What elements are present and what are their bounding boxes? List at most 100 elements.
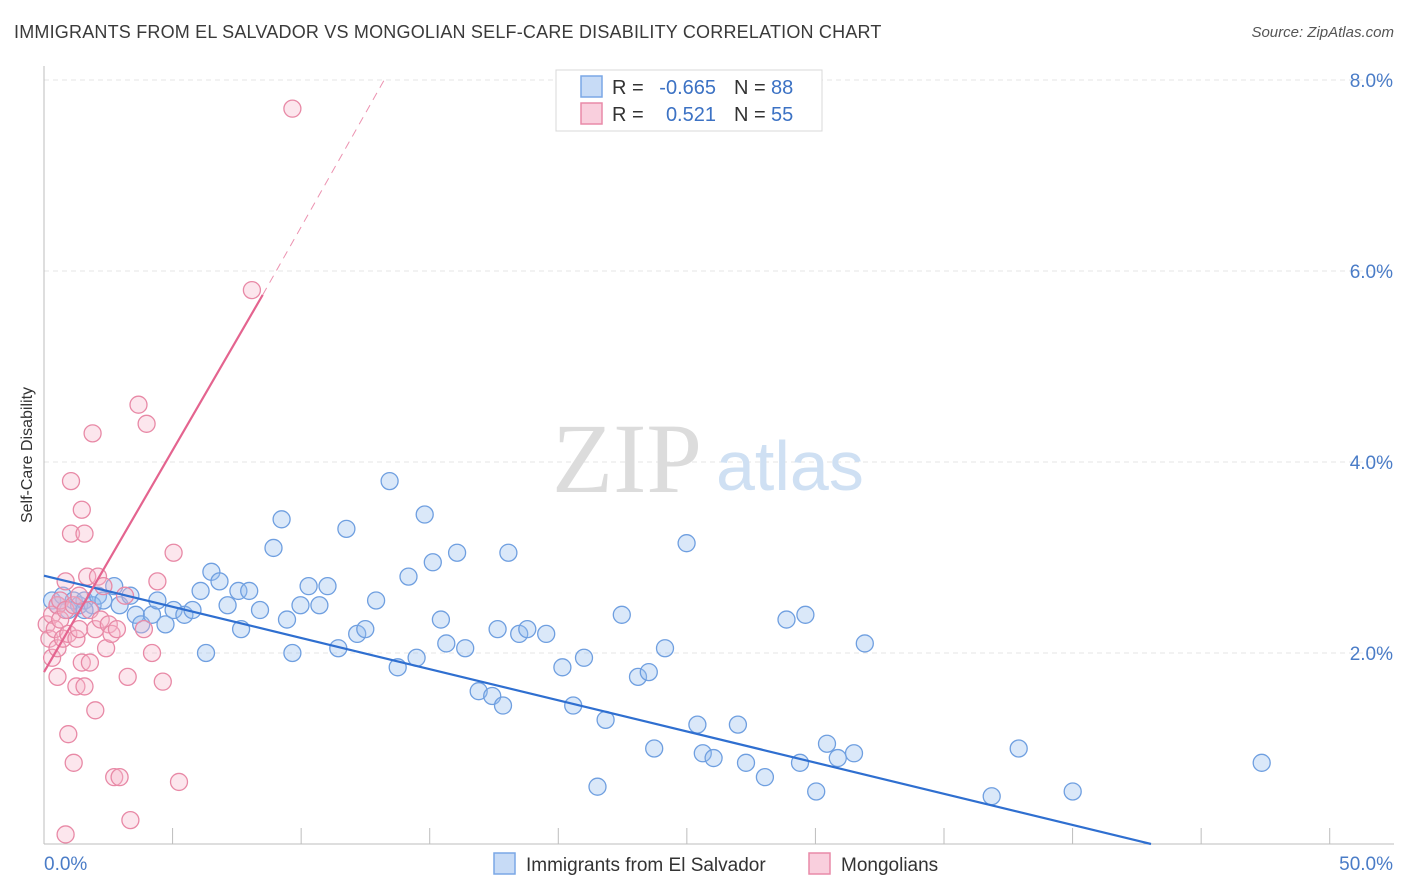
- mongolian-point-8: [51, 610, 70, 629]
- mongolian-trend-extension: [262, 79, 385, 296]
- el-salvador-point-32: [272, 510, 291, 529]
- mongolian-trend-line: [43, 294, 264, 673]
- mongolian-point-23: [72, 500, 91, 519]
- el-salvador-point-68: [628, 667, 648, 687]
- series-legend: Immigrants from El Salvador Mongolians: [493, 852, 938, 876]
- el-salvador-point-83: [817, 734, 837, 753]
- el-salvador-point-31: [264, 538, 283, 558]
- legend-swatch-mongolians: [808, 852, 831, 875]
- mongolian-point-15: [61, 471, 81, 491]
- el-salvador-point-84: [828, 748, 847, 768]
- el-salvador-point-14: [126, 605, 145, 624]
- watermark-zip: ZIP: [552, 403, 702, 514]
- mongolian-point-22: [69, 619, 89, 639]
- y-tick-label-1: 4.0%: [1350, 453, 1393, 474]
- stats-swatch-mongolians: [580, 102, 603, 125]
- x-tick-label-max: 50.0%: [1339, 854, 1393, 875]
- mongolian-point-16: [61, 524, 81, 543]
- legend-label-el-salvador: Immigrants from El Salvador: [526, 855, 766, 876]
- gridlines: [44, 79, 1394, 654]
- stats-swatch-el-salvador: [580, 75, 603, 98]
- el-salvador-point-78: [755, 768, 775, 787]
- mongolian-point-26: [75, 677, 94, 696]
- el-salvador-point-57: [493, 696, 513, 715]
- mongolian-point-41: [110, 768, 129, 787]
- mongolian-point-30: [83, 424, 102, 443]
- el-salvador-point-79: [777, 610, 796, 629]
- el-salvador-point-37: [310, 596, 329, 615]
- watermark: ZIP atlas: [552, 403, 864, 514]
- axes: [43, 66, 1394, 845]
- stats-n-label-mongolians: N =: [734, 104, 766, 126]
- stats-n-label-el-salvador: N =: [734, 77, 766, 99]
- y-tick-labels: 2.0% 4.0% 6.0% 8.0%: [1350, 71, 1393, 665]
- mongolian-point-29: [80, 653, 100, 672]
- stats-r-value-mongolians: 0.521: [666, 104, 716, 126]
- el-salvador-point-82: [807, 782, 826, 801]
- el-salvador-point-44: [380, 471, 399, 491]
- stats-r-label-el-salvador: R =: [612, 77, 644, 99]
- el-salvador-point-42: [356, 619, 375, 639]
- mongolian-point-45: [129, 395, 148, 414]
- el-salvador-point-77: [736, 753, 756, 772]
- el-salvador-point-61: [537, 624, 556, 644]
- x-tick-labels: 0.0% 50.0%: [44, 854, 1393, 875]
- el-salvador-point-38: [318, 577, 337, 596]
- watermark-atlas: atlas: [716, 427, 864, 505]
- el-salvador-point-18: [156, 615, 175, 634]
- el-salvador-point-88: [1009, 739, 1028, 758]
- el-salvador-point-40: [337, 519, 356, 538]
- el-salvador-point-74: [693, 744, 712, 763]
- data-points: [37, 99, 1271, 844]
- el-salvador-point-53: [456, 639, 475, 658]
- mongolian-point-55: [56, 825, 75, 844]
- el-salvador-point-81: [796, 605, 815, 624]
- legend-label-mongolians: Mongolians: [841, 855, 938, 876]
- el-salvador-point-76: [728, 715, 748, 734]
- stats-r-value-el-salvador: -0.665: [659, 77, 716, 99]
- el-salvador-point-69: [639, 662, 658, 682]
- legend-swatch-el-salvador: [493, 852, 516, 875]
- el-salvador-point-25: [210, 572, 229, 591]
- mongolian-point-53: [242, 280, 262, 300]
- el-salvador-point-27: [229, 581, 248, 601]
- mongolian-point-48: [142, 643, 162, 663]
- el-salvador-point-23: [196, 643, 216, 663]
- el-salvador-point-48: [415, 505, 434, 524]
- mongolian-point-43: [118, 667, 137, 687]
- el-salvador-point-26: [218, 596, 237, 615]
- mongolian-point-40: [107, 619, 127, 639]
- el-salvador-point-64: [574, 648, 594, 667]
- mongolian-point-44: [121, 810, 140, 830]
- mongolian-point-49: [148, 572, 167, 591]
- mongolian-point-25: [75, 524, 94, 543]
- el-salvador-point-70: [645, 739, 664, 758]
- x-tick-label-min: 0.0%: [44, 854, 87, 875]
- el-salvador-point-56: [488, 619, 507, 639]
- source-credit: Source: ZipAtlas.com: [1251, 24, 1394, 41]
- el-salvador-point-34: [283, 643, 302, 663]
- el-salvador-point-65: [588, 777, 607, 796]
- el-salvador-point-87: [982, 787, 1001, 806]
- el-salvador-point-49: [423, 553, 442, 572]
- stats-n-value-mongolians: 55: [771, 104, 793, 126]
- el-salvador-point-86: [855, 634, 874, 653]
- y-tick-label-0: 2.0%: [1350, 644, 1393, 665]
- el-salvador-point-22: [191, 581, 210, 601]
- el-salvador-point-90: [1252, 753, 1271, 772]
- el-salvador-point-67: [612, 605, 631, 624]
- el-salvador-point-36: [299, 577, 318, 596]
- el-salvador-point-89: [1063, 782, 1082, 801]
- el-salvador-point-46: [399, 567, 418, 586]
- chart-title: IMMIGRANTS FROM EL SALVADOR VS MONGOLIAN…: [14, 22, 882, 42]
- y-tick-label-2: 6.0%: [1350, 262, 1393, 283]
- y-tick-label-3: 8.0%: [1350, 71, 1393, 92]
- mongolian-point-46: [134, 619, 154, 639]
- el-salvador-point-43: [366, 591, 386, 610]
- el-salvador-point-75: [704, 748, 723, 768]
- el-salvador-point-71: [655, 639, 675, 658]
- el-salvador-point-17: [148, 591, 167, 610]
- el-salvador-point-62: [553, 658, 572, 677]
- el-salvador-trend-line: [43, 574, 1152, 846]
